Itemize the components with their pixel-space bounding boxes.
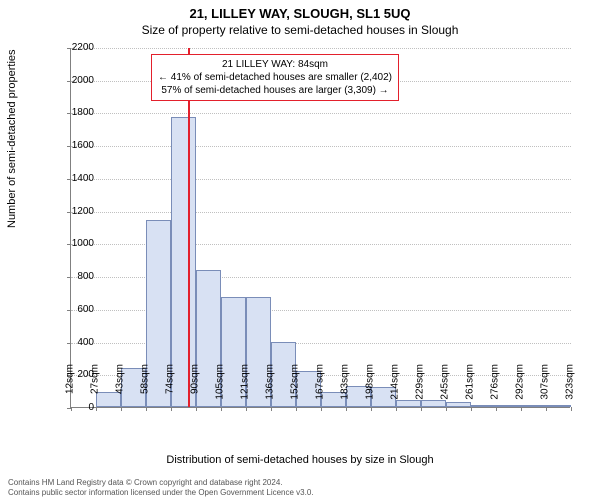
xtick-mark <box>471 407 472 411</box>
xtick-label: 136sqm <box>265 364 276 400</box>
gridline-h <box>71 212 571 213</box>
xtick-label: 214sqm <box>390 364 401 400</box>
xtick-mark <box>121 407 122 411</box>
footer-line-1: Contains HM Land Registry data © Crown c… <box>8 478 314 488</box>
xtick-mark <box>171 407 172 411</box>
xtick-label: 261sqm <box>465 364 476 400</box>
y-axis-label: Number of semi-detached properties <box>6 49 18 228</box>
xtick-mark <box>571 407 572 411</box>
xtick-mark <box>496 407 497 411</box>
xtick-mark <box>396 407 397 411</box>
xtick-label: 152sqm <box>290 364 301 400</box>
xtick-label: 90sqm <box>190 364 201 394</box>
annotation-line-2: ← 41% of semi-detached houses are smalle… <box>158 71 392 84</box>
ytick-label: 0 <box>54 403 94 413</box>
xtick-label: 323sqm <box>565 364 576 400</box>
title-main: 21, LILLEY WAY, SLOUGH, SL1 5UQ <box>0 0 600 21</box>
histogram-bar <box>471 405 496 407</box>
xtick-label: 27sqm <box>90 364 101 394</box>
xtick-mark <box>371 407 372 411</box>
xtick-mark <box>296 407 297 411</box>
annotation-line-3: 57% of semi-detached houses are larger (… <box>158 84 392 97</box>
histogram-bar <box>421 400 446 407</box>
ytick-label: 2200 <box>54 43 94 53</box>
ytick-label: 1400 <box>54 174 94 184</box>
ytick-label: 2000 <box>54 76 94 86</box>
xtick-label: 292sqm <box>515 364 526 400</box>
footer-attribution: Contains HM Land Registry data © Crown c… <box>8 478 314 498</box>
annotation-box: 21 LILLEY WAY: 84sqm← 41% of semi-detach… <box>151 54 399 101</box>
xtick-label: 229sqm <box>415 364 426 400</box>
xtick-mark <box>321 407 322 411</box>
xtick-mark <box>446 407 447 411</box>
xtick-label: 43sqm <box>115 364 126 394</box>
chart-area: 21 LILLEY WAY: 84sqm← 41% of semi-detach… <box>70 48 570 408</box>
xtick-label: 167sqm <box>315 364 326 400</box>
xtick-mark <box>271 407 272 411</box>
ytick-label: 600 <box>54 305 94 315</box>
histogram-bar <box>396 400 421 407</box>
ytick-label: 1200 <box>54 207 94 217</box>
ytick-label: 800 <box>54 272 94 282</box>
xtick-label: 245sqm <box>440 364 451 400</box>
histogram-bar <box>521 405 546 407</box>
xtick-label: 58sqm <box>140 364 151 394</box>
xtick-label: 12sqm <box>65 364 76 394</box>
xtick-mark <box>421 407 422 411</box>
marker-line <box>188 48 190 407</box>
ytick-label: 1600 <box>54 141 94 151</box>
xtick-label: 276sqm <box>490 364 501 400</box>
ytick-label: 400 <box>54 338 94 348</box>
gridline-h <box>71 179 571 180</box>
histogram-bar <box>446 402 471 407</box>
xtick-label: 198sqm <box>365 364 376 400</box>
gridline-h <box>71 48 571 49</box>
x-axis-label: Distribution of semi-detached houses by … <box>0 454 600 466</box>
xtick-mark <box>221 407 222 411</box>
xtick-label: 183sqm <box>340 364 351 400</box>
xtick-mark <box>546 407 547 411</box>
xtick-label: 105sqm <box>215 364 226 400</box>
title-sub: Size of property relative to semi-detach… <box>0 21 600 37</box>
xtick-label: 307sqm <box>540 364 551 400</box>
xtick-mark <box>196 407 197 411</box>
plot-region: 21 LILLEY WAY: 84sqm← 41% of semi-detach… <box>70 48 570 408</box>
xtick-mark <box>146 407 147 411</box>
xtick-mark <box>346 407 347 411</box>
ytick-label: 1000 <box>54 239 94 249</box>
xtick-label: 74sqm <box>165 364 176 394</box>
histogram-bar <box>96 392 121 407</box>
annotation-line-1: 21 LILLEY WAY: 84sqm <box>158 58 392 71</box>
ytick-label: 1800 <box>54 108 94 118</box>
xtick-mark <box>246 407 247 411</box>
xtick-mark <box>521 407 522 411</box>
gridline-h <box>71 113 571 114</box>
xtick-label: 121sqm <box>240 364 251 400</box>
gridline-h <box>71 146 571 147</box>
histogram-bar <box>496 405 521 407</box>
footer-line-2: Contains public sector information licen… <box>8 488 314 498</box>
xtick-mark <box>96 407 97 411</box>
histogram-bar <box>546 405 571 407</box>
